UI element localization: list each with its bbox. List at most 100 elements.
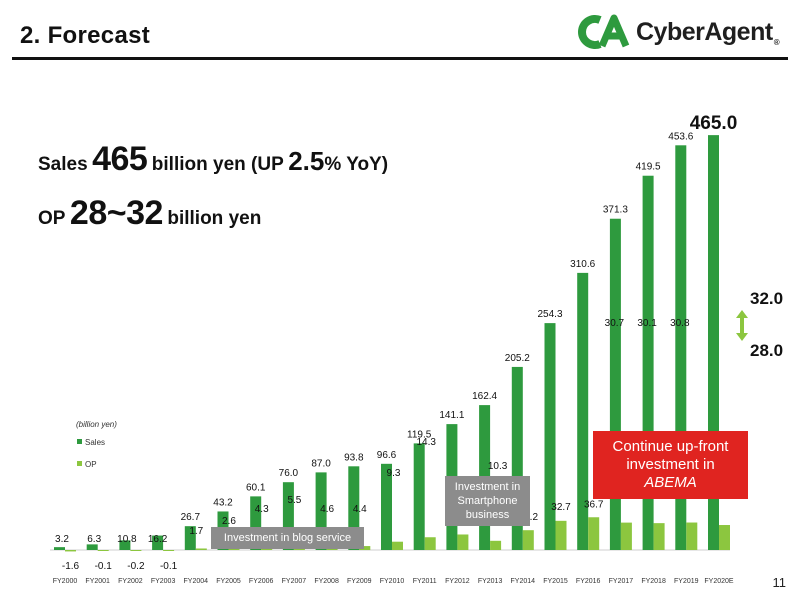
legend-swatch-sales xyxy=(77,439,82,444)
legend-label-sales: Sales xyxy=(85,438,105,447)
sales-bar xyxy=(250,496,262,550)
sales-bar xyxy=(54,547,65,550)
op-data-label: 4.4 xyxy=(353,504,367,515)
x-tick-label: FY2002 xyxy=(118,578,143,585)
sales-bar xyxy=(544,323,556,550)
op-data-label: 30.7 xyxy=(605,318,625,329)
sales-data-label: 6.3 xyxy=(87,534,101,545)
sales-bar xyxy=(86,544,98,550)
sales-bar xyxy=(577,272,589,550)
op-bar xyxy=(588,517,600,550)
sales-data-label: 16.2 xyxy=(148,534,168,545)
sales-bar xyxy=(315,472,327,550)
sales-data-label: 371.3 xyxy=(603,205,628,216)
sales-data-label: 76.0 xyxy=(279,468,299,479)
unit-label: (billion yen) xyxy=(76,420,117,429)
x-tick-label: FY2014 xyxy=(511,578,536,585)
x-tick-label: FY2018 xyxy=(641,578,666,585)
op-bar xyxy=(130,550,142,551)
x-tick-label: FY2012 xyxy=(445,578,470,585)
sales-bar xyxy=(119,540,131,550)
sales-data-label: 465.0 xyxy=(690,113,738,134)
op-headline: OP 28~32 billion yen xyxy=(38,194,262,232)
sales-data-label: 43.2 xyxy=(213,497,233,508)
x-tick-label: FY2017 xyxy=(609,578,634,585)
sales-bar xyxy=(609,218,621,550)
x-tick-label: FY2008 xyxy=(314,578,339,585)
op-data-label: 4.6 xyxy=(320,504,334,515)
op-data-label: -0.1 xyxy=(160,561,178,572)
op-data-label: 2.6 xyxy=(222,516,236,527)
op-bar xyxy=(97,550,109,551)
sales-data-label: 419.5 xyxy=(636,162,661,173)
op-data-label: 36.7 xyxy=(584,499,604,510)
op-bar xyxy=(686,522,698,550)
page-number: 11 xyxy=(772,575,787,590)
legend-swatch-op xyxy=(77,461,82,466)
op-bar xyxy=(719,525,730,550)
abema-investment-callout: Continue up-front investment in ABEMA xyxy=(593,431,748,499)
op-bar xyxy=(359,546,371,550)
x-tick-label: FY2013 xyxy=(478,578,503,585)
cyberagent-logo-icon xyxy=(578,14,630,49)
sales-bar xyxy=(184,526,196,550)
x-tick-label: FY2009 xyxy=(347,578,372,585)
smartphone-investment-callout: Investment in Smartphone business xyxy=(445,476,530,526)
sales-data-label: 3.2 xyxy=(55,534,69,545)
op-data-label: 1.7 xyxy=(189,526,203,537)
op-data-label: 9.3 xyxy=(387,468,401,479)
logo-text: CyberAgent® xyxy=(636,17,780,47)
op-data-label: -0.2 xyxy=(127,561,145,572)
op-bar xyxy=(424,537,436,550)
op-bar xyxy=(457,534,469,550)
sales-headline: Sales 465 billion yen (UP 2.5% YoY) xyxy=(38,140,389,178)
op-data-label: 32.7 xyxy=(551,502,571,513)
x-tick-label: FY2019 xyxy=(674,578,699,585)
sales-data-label: 96.6 xyxy=(377,450,397,461)
x-tick-label: FY2004 xyxy=(184,578,209,585)
op-data-label: -1.6 xyxy=(62,561,80,572)
forecast-op-low-label: 28.0 xyxy=(750,341,783,360)
x-tick-label: FY2001 xyxy=(85,578,110,585)
sales-data-label: 453.6 xyxy=(668,131,693,142)
sales-data-label: 87.0 xyxy=(311,458,331,469)
range-arrow-icon xyxy=(736,310,748,341)
blog-investment-callout: Investment in blog service xyxy=(211,527,364,549)
sales-data-label: 10.8 xyxy=(117,534,137,545)
op-data-label: 14.3 xyxy=(416,437,436,448)
op-data-label: -0.1 xyxy=(95,561,113,572)
x-tick-label: FY2003 xyxy=(151,578,176,585)
x-tick-label: FY2006 xyxy=(249,578,274,585)
sales-bar xyxy=(675,145,687,550)
sales-bar xyxy=(708,135,719,550)
op-bar xyxy=(653,523,665,550)
op-data-label: 4.3 xyxy=(255,504,269,515)
op-data-label: 30.8 xyxy=(670,318,690,329)
op-bar xyxy=(522,530,534,550)
x-tick-label: FY2007 xyxy=(282,578,307,585)
sales-data-label: 205.2 xyxy=(505,353,530,364)
x-tick-label: FY2000 xyxy=(53,578,78,585)
sales-data-label: 141.1 xyxy=(439,410,464,421)
legend-label-op: OP xyxy=(85,460,97,469)
company-logo: CyberAgent® xyxy=(576,14,780,50)
sales-bar xyxy=(348,466,360,550)
title-divider xyxy=(12,57,788,60)
x-tick-label: FY2010 xyxy=(380,578,405,585)
sales-data-label: 162.4 xyxy=(472,391,497,402)
sales-data-label: 60.1 xyxy=(246,482,266,493)
op-data-label: 30.1 xyxy=(637,318,657,329)
op-bar xyxy=(490,540,502,550)
x-tick-label: FY2005 xyxy=(216,578,241,585)
x-tick-label: FY2011 xyxy=(413,578,437,585)
op-data-label: 5.5 xyxy=(287,495,301,506)
op-data-label: 10.3 xyxy=(488,461,508,472)
sales-bar xyxy=(642,175,654,550)
page-title: 2. Forecast xyxy=(20,22,151,49)
x-tick-label: FY2015 xyxy=(543,578,568,585)
op-bar xyxy=(163,550,175,551)
op-bar xyxy=(620,522,632,550)
sales-bar xyxy=(381,463,392,550)
sales-data-label: 26.7 xyxy=(181,512,201,523)
